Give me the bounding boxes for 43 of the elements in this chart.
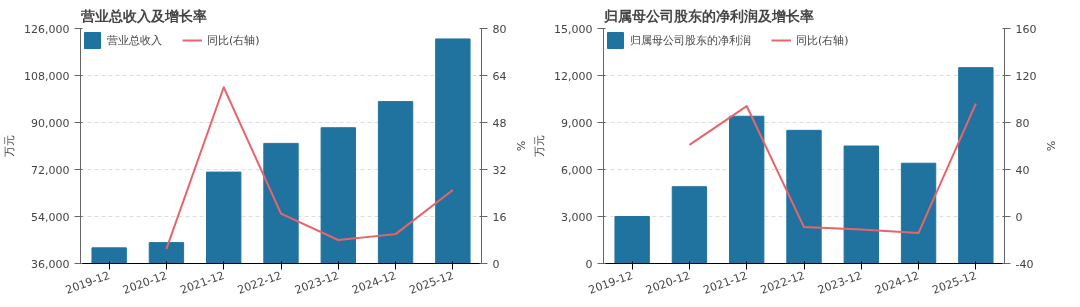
y2-tick-label: 32	[492, 163, 507, 177]
legend-label: 营业总收入	[107, 32, 162, 48]
y2-axis-title: %	[1044, 140, 1058, 152]
legend-label: 归属母公司股东的净利润	[630, 32, 751, 48]
y-tick-label: 0	[585, 257, 593, 271]
y-axis-title: 万元	[533, 135, 547, 157]
bar	[843, 145, 879, 264]
bar	[671, 186, 708, 264]
bar	[958, 67, 994, 264]
y2-tick-label: 0	[492, 257, 500, 271]
line-series	[688, 102, 977, 234]
legend-label: 同比(右轴)	[796, 32, 849, 48]
y2-tick-label: 120	[1015, 69, 1037, 83]
y2-axis-title: %	[514, 140, 528, 152]
y-tick-label: 90,000	[31, 116, 70, 130]
y-tick-label: 72,000	[31, 163, 70, 177]
y2-tick-label: 16	[492, 210, 507, 224]
bar	[614, 216, 650, 264]
y2-tick-label: 160	[1015, 22, 1037, 36]
bar	[729, 115, 765, 264]
y-tick-label: 12,000	[554, 69, 593, 83]
bar	[900, 162, 937, 264]
y2-tick-label: -40	[1015, 257, 1034, 271]
line-series	[165, 86, 454, 250]
y-tick-label: 126,000	[24, 22, 70, 36]
legend-label: 同比(右轴)	[207, 32, 260, 48]
y-axis-title: 万元	[3, 135, 17, 157]
y2-tick-label: 48	[492, 116, 507, 130]
y-tick-label: 36,000	[31, 257, 70, 271]
y2-tick-label: 80	[1015, 116, 1030, 130]
y-tick-label: 6,000	[561, 163, 593, 177]
y2-tick-label: 0	[1015, 210, 1023, 224]
y-tick-label: 9,000	[561, 116, 593, 130]
y2-tick-label: 80	[492, 22, 507, 36]
bar	[786, 129, 822, 264]
y-tick-label: 108,000	[24, 69, 70, 83]
y-tick-label: 3,000	[561, 210, 593, 224]
y-tick-label: 15,000	[554, 22, 593, 36]
y2-tick-label: 40	[1015, 163, 1030, 177]
chart-title: 营业总收入及增长率	[79, 7, 207, 24]
chart-title: 归属母公司股东的净利润及增长率	[602, 7, 814, 24]
y-tick-label: 54,000	[31, 210, 70, 224]
y2-tick-label: 64	[492, 69, 507, 83]
